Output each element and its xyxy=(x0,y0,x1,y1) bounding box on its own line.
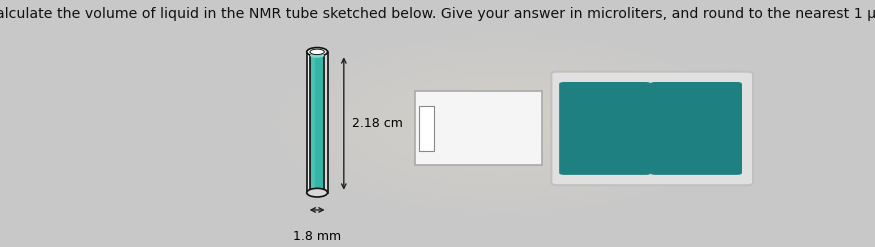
Bar xyxy=(415,91,542,165)
Text: ×: × xyxy=(597,119,613,138)
Ellipse shape xyxy=(310,53,325,58)
FancyBboxPatch shape xyxy=(551,72,753,185)
Text: 1.8 mm: 1.8 mm xyxy=(293,230,341,243)
Bar xyxy=(307,52,310,193)
Text: 2.18 cm: 2.18 cm xyxy=(352,117,402,130)
Text: ↺: ↺ xyxy=(688,119,704,138)
Ellipse shape xyxy=(310,49,325,55)
Text: μ L: μ L xyxy=(440,122,461,135)
Bar xyxy=(325,52,327,193)
Bar xyxy=(312,54,315,193)
Ellipse shape xyxy=(307,48,327,56)
Bar xyxy=(419,106,434,151)
FancyBboxPatch shape xyxy=(559,82,651,175)
Text: Calculate the volume of liquid in the NMR tube sketched below. Give your answer : Calculate the volume of liquid in the NM… xyxy=(0,7,875,21)
FancyBboxPatch shape xyxy=(650,82,742,175)
Bar xyxy=(310,54,325,193)
Ellipse shape xyxy=(307,188,327,197)
